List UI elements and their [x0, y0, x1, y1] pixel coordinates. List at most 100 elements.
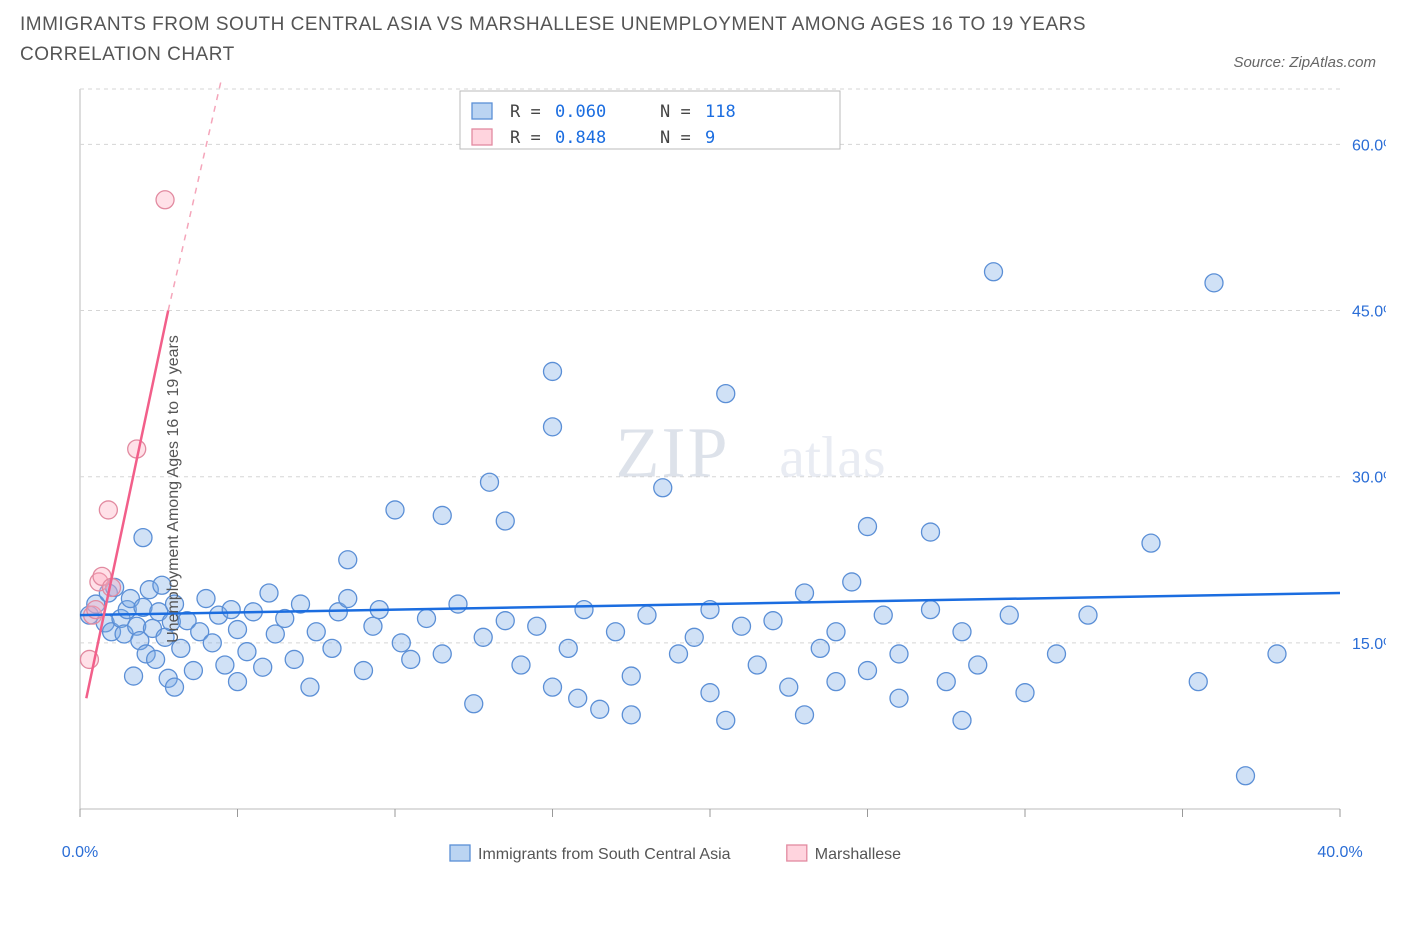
data-point [134, 528, 152, 546]
data-point [184, 661, 202, 679]
data-point [1079, 606, 1097, 624]
data-point [307, 623, 325, 641]
data-point [701, 683, 719, 701]
data-point [339, 551, 357, 569]
y-tick-label: 30.0% [1352, 469, 1386, 486]
data-point [203, 634, 221, 652]
data-point [591, 700, 609, 718]
data-point [1268, 645, 1286, 663]
trendline-pink-extrapolated [168, 79, 222, 311]
data-point [266, 625, 284, 643]
data-point [355, 661, 373, 679]
data-point [229, 620, 247, 638]
data-point [364, 617, 382, 635]
data-point [238, 642, 256, 660]
data-point [1205, 274, 1223, 292]
data-point [260, 584, 278, 602]
data-point [197, 589, 215, 607]
chart-title: IMMIGRANTS FROM SOUTH CENTRAL ASIA VS MA… [20, 10, 1120, 71]
data-point [254, 658, 272, 676]
data-point [392, 634, 410, 652]
data-point [222, 600, 240, 618]
data-point [969, 656, 987, 674]
data-point [1048, 645, 1066, 663]
stats-r-label: R = [510, 128, 541, 148]
data-point [544, 418, 562, 436]
data-point [575, 600, 593, 618]
watermark: atlas [779, 424, 885, 489]
data-point [544, 362, 562, 380]
data-point [433, 506, 451, 524]
x-tick-label: 0.0% [62, 844, 98, 861]
data-point [569, 689, 587, 707]
data-point [496, 512, 514, 530]
data-point [811, 639, 829, 657]
data-point [229, 672, 247, 690]
data-point [496, 611, 514, 629]
stats-n-value: 9 [705, 128, 715, 148]
data-point [717, 384, 735, 402]
data-point [780, 678, 798, 696]
stats-r-label: R = [510, 102, 541, 122]
data-point [607, 623, 625, 641]
stats-swatch [472, 103, 492, 119]
data-point [843, 573, 861, 591]
data-point [874, 606, 892, 624]
data-point [827, 623, 845, 641]
data-point [922, 600, 940, 618]
data-point [764, 611, 782, 629]
data-point [796, 706, 814, 724]
data-point [433, 645, 451, 663]
data-point [796, 584, 814, 602]
data-point [339, 589, 357, 607]
data-point [1000, 606, 1018, 624]
legend-swatch [450, 845, 470, 861]
data-point [166, 678, 184, 696]
data-point [1189, 672, 1207, 690]
data-point [147, 650, 165, 668]
stats-r-value: 0.848 [555, 128, 606, 148]
data-point [859, 661, 877, 679]
data-point [99, 501, 117, 519]
y-tick-label: 15.0% [1352, 636, 1386, 653]
data-point [1142, 534, 1160, 552]
scatter-chart: 15.0% 30.0% 45.0% 60.0% 0.0% 40.0% ZIP atlas R =… [20, 79, 1386, 899]
data-point [670, 645, 688, 663]
data-point [156, 191, 174, 209]
data-point [654, 479, 672, 497]
data-point [512, 656, 530, 674]
data-point [685, 628, 703, 646]
data-point [733, 617, 751, 635]
data-point [622, 667, 640, 685]
legend-label: Marshallese [815, 846, 901, 863]
x-tick-label: 40.0% [1317, 844, 1362, 861]
data-point [890, 645, 908, 663]
data-point [559, 639, 577, 657]
data-point [638, 606, 656, 624]
data-point [937, 672, 955, 690]
data-point [1237, 767, 1255, 785]
y-tick-label: 45.0% [1352, 303, 1386, 320]
data-point [285, 650, 303, 668]
stats-swatch [472, 129, 492, 145]
data-point [449, 595, 467, 613]
stats-r-value: 0.060 [555, 102, 606, 122]
source-label: Source: ZipAtlas.com [1233, 54, 1376, 71]
watermark: ZIP [616, 412, 730, 492]
legend-swatch [787, 845, 807, 861]
data-point [953, 711, 971, 729]
y-tick-label: 60.0% [1352, 137, 1386, 154]
data-point [465, 695, 483, 713]
data-point [922, 523, 940, 541]
data-point [1016, 683, 1034, 701]
data-point [402, 650, 420, 668]
data-point [544, 678, 562, 696]
y-axis-label: Unemployment Among Ages 16 to 19 years [165, 335, 183, 643]
data-point [622, 706, 640, 724]
data-point [301, 678, 319, 696]
data-point [717, 711, 735, 729]
data-point [859, 517, 877, 535]
data-point [418, 609, 436, 627]
data-point [748, 656, 766, 674]
data-point [827, 672, 845, 690]
